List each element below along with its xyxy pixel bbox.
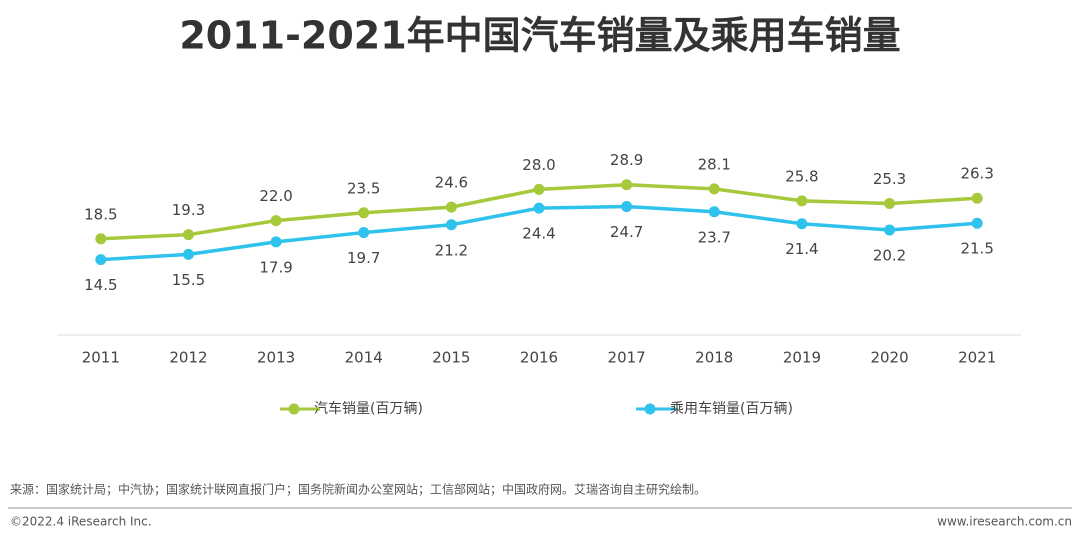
data-point (445, 201, 457, 213)
x-tick-label: 2013 (257, 349, 295, 367)
x-tick-label: 2021 (958, 349, 996, 367)
x-tick-label: 2012 (169, 349, 207, 367)
data-label: 21.2 (435, 241, 468, 259)
data-label: 28.1 (698, 155, 731, 173)
data-label: 15.5 (172, 271, 205, 289)
data-label: 28.0 (522, 156, 555, 174)
data-point (445, 219, 457, 231)
data-label: 23.5 (347, 179, 380, 197)
data-label: 17.9 (259, 258, 292, 276)
data-label: 18.5 (84, 205, 117, 223)
x-tick-label: 2011 (82, 349, 120, 367)
x-tick-label: 2020 (870, 349, 908, 367)
website: www.iresearch.com.cn (937, 515, 1072, 529)
data-point (533, 183, 545, 195)
chart-title: 2011-2021年中国汽车销量及乘用车销量 (179, 14, 900, 58)
data-point (621, 201, 633, 213)
data-label: 21.4 (785, 240, 818, 258)
data-point (533, 202, 545, 214)
x-tick-label: 2019 (783, 349, 821, 367)
data-label: 24.7 (610, 223, 643, 241)
data-label: 28.9 (610, 151, 643, 169)
copyright: ©2022.4 iResearch Inc. (10, 515, 152, 529)
data-point (796, 218, 808, 230)
data-label: 26.3 (960, 165, 993, 183)
data-point (182, 248, 194, 260)
data-label: 19.7 (347, 249, 380, 267)
data-label: 19.3 (172, 201, 205, 219)
data-label: 21.5 (960, 240, 993, 258)
legend-label: 乘用车销量(百万辆) (670, 400, 793, 417)
data-point (270, 215, 282, 227)
data-point (708, 206, 720, 218)
data-point (358, 227, 370, 239)
data-label: 14.5 (84, 276, 117, 294)
data-label: 22.0 (259, 187, 292, 205)
data-point (270, 236, 282, 248)
data-label: 20.2 (873, 246, 906, 264)
x-tick-label: 2016 (520, 349, 558, 367)
data-point (708, 183, 720, 195)
data-point (884, 224, 896, 236)
legend-marker (288, 403, 300, 415)
x-tick-label: 2017 (608, 349, 646, 367)
data-point (796, 195, 808, 207)
x-tick-label: 2018 (695, 349, 733, 367)
data-point (971, 217, 983, 229)
data-label: 25.8 (785, 167, 818, 185)
legend-label: 汽车销量(百万辆) (314, 400, 423, 417)
data-point (971, 192, 983, 204)
data-point (358, 207, 370, 219)
source-note: 来源：国家统计局；中汽协；国家统计联网直报门户；国务院新闻办公室网站；工信部网站… (10, 482, 706, 497)
data-point (95, 233, 107, 245)
data-label: 24.4 (522, 225, 555, 243)
legend-marker (644, 403, 656, 415)
data-point (621, 179, 633, 191)
data-point (95, 254, 107, 266)
data-label: 25.3 (873, 170, 906, 188)
x-tick-label: 2015 (432, 349, 470, 367)
data-label: 23.7 (698, 228, 731, 246)
x-tick-label: 2014 (345, 349, 383, 367)
data-label: 24.6 (435, 174, 468, 192)
data-point (182, 229, 194, 241)
data-point (884, 197, 896, 209)
